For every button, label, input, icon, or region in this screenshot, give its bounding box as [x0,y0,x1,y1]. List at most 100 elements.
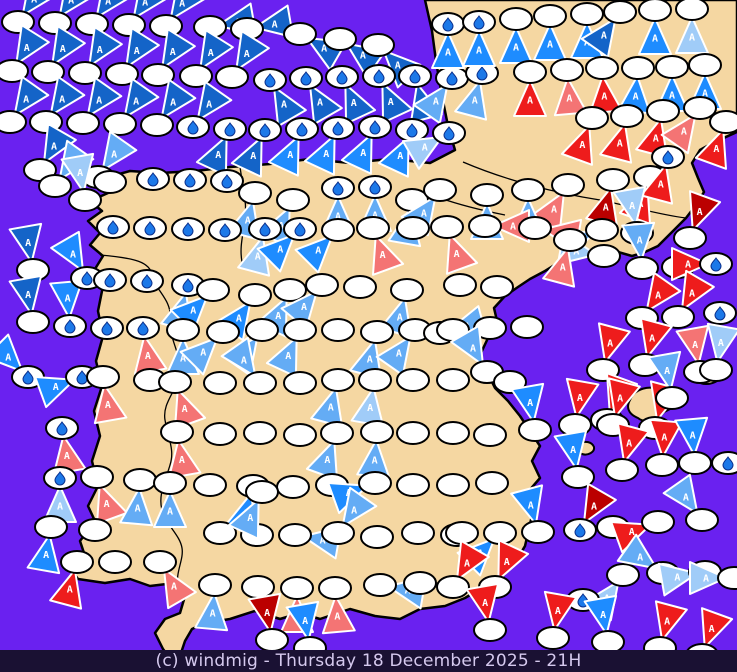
station-ellipse [430,215,464,239]
wind-direction-triangle [553,429,588,471]
wind-direction-triangle [513,79,547,117]
wind-symbol [283,371,317,395]
rain-droplet-icon [147,172,159,187]
wind-direction-triangle [694,128,727,170]
station-ellipse [215,65,249,89]
wind-symbol-letter: A [351,98,357,109]
station-ellipse [143,550,177,574]
wind-symbol-letter: A [433,96,439,107]
station-ellipse [499,7,533,31]
wind-direction-triangle [0,333,24,373]
wind-symbol: A [377,118,429,178]
wind-direction-triangle [235,30,270,72]
wind-symbol: A [401,121,466,170]
rain-droplet-icon [409,69,421,84]
station-ellipse [646,99,680,123]
station-ellipse [238,283,272,307]
wind-direction-triangle [174,388,207,430]
wind-direction-triangle [612,185,647,227]
wind-symbol-letter: A [633,91,639,102]
station-ellipse [243,421,277,445]
wind-symbol [396,421,430,445]
wind-symbol: A [430,215,479,275]
station-ellipse [717,566,737,590]
station-ellipse [686,643,718,650]
wind-direction-triangle [560,124,593,166]
wind-direction-triangle [58,0,95,18]
wind-symbol-letter: A [397,313,403,324]
wind-direction-triangle [132,0,169,20]
wind-symbol-letter: A [476,46,482,57]
station-ellipse [80,465,114,489]
rain-droplet-icon [224,122,236,137]
station-ellipse [436,575,470,599]
wind-symbol-letter: A [5,353,11,364]
station-ellipse [283,318,317,342]
wind-direction-triangle [93,383,128,425]
station-ellipse [645,453,679,477]
station-ellipse [675,0,709,21]
wind-symbol [321,318,355,342]
wind-direction-triangle [88,26,123,68]
wind-direction-triangle [294,234,334,274]
wind-symbol-letter: A [264,608,270,619]
rain-droplet-icon [104,273,116,288]
station-ellipse [480,275,514,299]
wind-symbol: A [0,75,50,134]
wind-direction-triangle [542,246,576,288]
wind-direction-triangle [583,482,617,525]
wind-direction-triangle [230,136,263,178]
station-ellipse [283,371,317,395]
wind-symbol: A [553,429,595,489]
wind-direction-triangle [450,324,484,367]
wind-direction-triangle [119,486,154,527]
station-ellipse [606,563,640,587]
wind-symbol: A [673,190,722,250]
rain-droplet-icon [662,150,674,165]
wind-direction-triangle [381,82,414,124]
wind-symbol: A [158,370,207,430]
wind-symbol [343,275,377,299]
wind-symbol: A [153,471,187,528]
wind-symbol: A [643,600,688,650]
wind-symbol-letter: A [206,100,212,111]
wind-direction-triangle [310,386,344,428]
station-ellipse [283,22,317,46]
wind-symbol-letter: A [513,43,519,54]
station-ellipse [276,188,310,212]
wind-direction-triangle [196,80,233,122]
wind-direction-triangle [265,336,298,378]
wind-symbol-letter: A [104,499,110,510]
caption-bar: (c) windmig - Thursday 18 December 2025 … [0,650,737,672]
wind-symbol-letter: A [689,288,695,299]
wind-symbol-letter: A [142,0,148,9]
wind-direction-triangle [199,29,234,71]
wind-symbol: A [105,27,160,86]
wind-symbol [203,422,237,446]
wind-symbol: A [531,173,585,233]
wind-symbol-letter: A [182,404,188,415]
station-ellipse [605,458,639,482]
station-ellipse [518,216,552,240]
wind-symbol: A [31,25,86,84]
rain-droplet-icon [369,120,381,135]
wind-symbol-letter: A [57,502,63,513]
station-ellipse [403,571,437,595]
wind-symbol-letter: A [702,89,708,100]
wind-symbol [210,169,244,193]
wind-symbol: A [267,117,319,177]
station-ellipse [320,421,354,445]
wind-symbol-letter: A [527,96,533,107]
wind-direction-triangle [648,418,683,459]
wind-symbol [480,275,514,299]
wind-symbol-letter: A [367,355,373,366]
wind-symbol-letter: A [171,582,177,593]
wind-symbol: A [160,420,202,480]
wind-symbol: A [310,368,355,428]
station-ellipse [86,365,120,389]
wind-symbol [436,368,470,392]
station-ellipse [105,62,139,86]
wind-symbol-letter: A [689,33,695,44]
wind-direction-triangle [161,28,196,70]
wind-symbol-letter: A [360,148,366,159]
